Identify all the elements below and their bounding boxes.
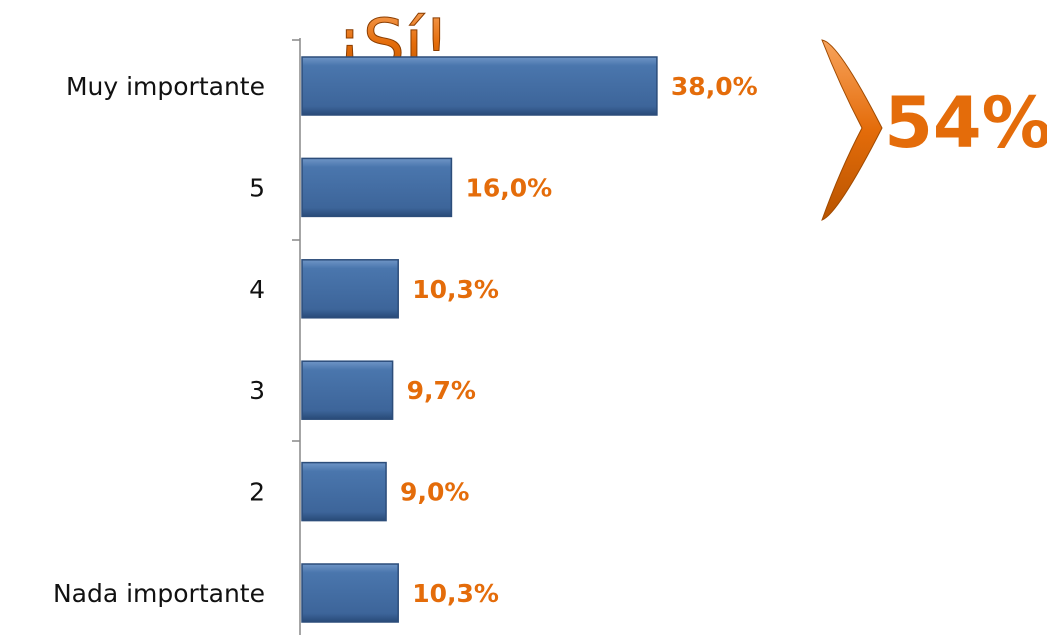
- bar: [301, 461, 387, 522]
- category-label: 3: [249, 376, 265, 405]
- bar: [301, 259, 399, 319]
- annotation: 54%: [884, 82, 1047, 164]
- bar: [301, 563, 399, 623]
- bar: [301, 157, 453, 218]
- bar: [301, 56, 658, 116]
- value-label: 16,0%: [465, 173, 552, 202]
- value-label: 10,3%: [412, 579, 499, 608]
- brace: [821, 39, 883, 221]
- value-label: 38,0%: [671, 72, 758, 101]
- category-label: 5: [249, 173, 265, 202]
- value-label: 10,3%: [412, 275, 499, 304]
- value-label: 9,7%: [407, 376, 476, 405]
- category-label: Nada importante: [53, 579, 265, 608]
- category-label: 4: [249, 275, 265, 304]
- category-label: 2: [249, 478, 265, 507]
- category-label: Muy importante: [66, 72, 265, 101]
- category-axis: [292, 38, 301, 635]
- value-label: 9,0%: [400, 478, 469, 507]
- bar: [301, 360, 394, 420]
